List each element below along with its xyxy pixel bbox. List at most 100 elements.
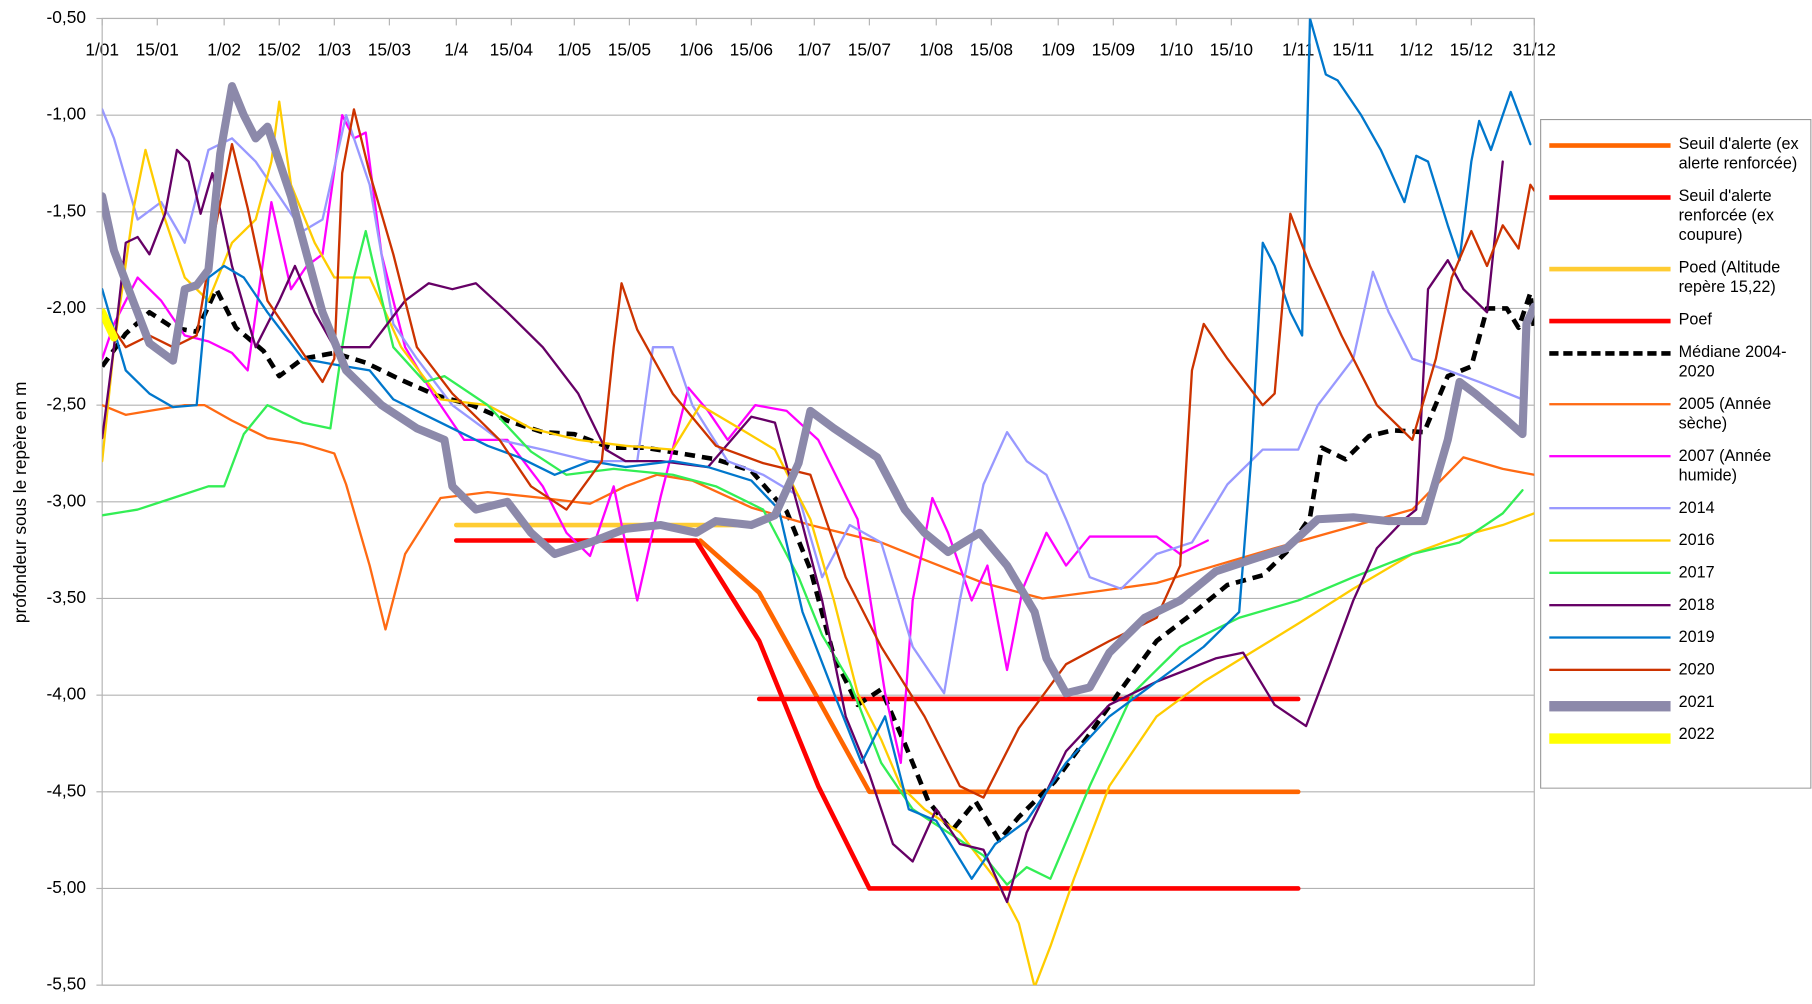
legend-label: 2005 (Année sèche) xyxy=(1678,393,1772,432)
x-tick-label: 1/06 xyxy=(679,39,713,59)
x-tick-label: 1/07 xyxy=(797,39,831,59)
series-line xyxy=(102,18,1532,880)
legend-swatch xyxy=(1549,571,1671,574)
y-axis-label: profondeur sous le repère en m xyxy=(10,382,30,624)
x-tick-label: 15/06 xyxy=(730,39,773,59)
series-line xyxy=(102,286,1535,843)
y-tick-label: -5,50 xyxy=(47,974,86,994)
legend-swatch xyxy=(1549,455,1671,458)
legend-entry: 2005 (Année sèche) xyxy=(1549,394,1810,433)
legend-label: Poef xyxy=(1678,309,1712,328)
legend-entry: Seuil d'alerte renforcée (ex coupure) xyxy=(1549,186,1810,245)
series-line xyxy=(102,308,119,342)
legend-swatch xyxy=(1549,403,1671,406)
y-tick-label: -1,50 xyxy=(47,200,86,220)
legend-label: 2021 xyxy=(1678,691,1715,711)
x-tick-label: 15/02 xyxy=(258,39,301,59)
legend-entry: Poed (Altitude repère 15,22) xyxy=(1549,258,1810,297)
legend-label: Poed (Altitude repère 15,22) xyxy=(1678,257,1781,296)
x-tick-label: 1/4 xyxy=(444,39,468,59)
x-tick-label: 1/02 xyxy=(207,39,241,59)
series-line xyxy=(102,229,1524,886)
y-tick-label: -0,50 xyxy=(47,7,86,27)
legend-label: 2019 xyxy=(1678,627,1715,646)
x-tick-label: 1/03 xyxy=(317,39,351,59)
legend-entry: 2017 xyxy=(1549,562,1810,582)
legend-swatch xyxy=(1549,143,1671,148)
series-line xyxy=(102,108,1535,799)
grid: -0,50 -1,00 -1,50 -2,00 -2,50 -3,00 -3,50 -4,00… xyxy=(47,7,1556,994)
plot-frame xyxy=(101,17,1535,986)
x-tick-label: 15/05 xyxy=(608,39,651,59)
y-tick-label: -5,00 xyxy=(47,877,86,897)
y-tick-label: -2,50 xyxy=(47,394,86,414)
legend-swatch xyxy=(1549,266,1671,272)
legend-entry: Seuil d'alerte (ex alerte renforcée) xyxy=(1549,134,1810,173)
legend-entry: 2021 xyxy=(1549,692,1810,712)
legend-label: Seuil d'alerte (ex alerte renforcée) xyxy=(1678,133,1799,173)
legend-entry: Médiane 2004-2020 xyxy=(1549,342,1810,381)
y-tick-label: -2,00 xyxy=(47,297,86,317)
y-tick-label: -4,00 xyxy=(47,684,86,704)
legend-label: Seuil d'alerte renforcée (ex coupure) xyxy=(1678,185,1774,244)
legend-entry: Poef xyxy=(1549,310,1810,330)
legend-swatch xyxy=(1549,604,1671,607)
y-tick-label: -4,50 xyxy=(47,780,86,800)
legend-box: Seuil d'alerte (ex alerte renforcée) Seui… xyxy=(1540,118,1812,789)
x-tick-label: 15/07 xyxy=(848,39,891,59)
x-tick-label: 1/08 xyxy=(919,39,953,59)
legend-label: 2007 (Année humide) xyxy=(1678,445,1772,484)
legend-label: 2022 xyxy=(1678,724,1715,743)
x-tick-label: 15/10 xyxy=(1210,39,1253,59)
legend-label: 2020 xyxy=(1678,659,1715,678)
x-tick-label: 15/08 xyxy=(970,39,1013,59)
series-line xyxy=(102,113,1209,764)
legend-entry: 2016 xyxy=(1549,530,1810,550)
legend-label: 2018 xyxy=(1678,594,1715,614)
legend-label: Médiane 2004-2020 xyxy=(1678,341,1787,380)
series-line xyxy=(102,403,1535,631)
legend-swatch xyxy=(1549,701,1671,712)
series-line xyxy=(697,538,1301,795)
x-tick-label: 1/12 xyxy=(1399,39,1433,59)
legend-label: 2016 xyxy=(1678,530,1715,549)
x-tick-label: 15/04 xyxy=(490,39,534,59)
legend-entry: 2022 xyxy=(1549,724,1810,744)
series-line xyxy=(102,108,1524,695)
y-tick-label: -1,00 xyxy=(47,104,86,124)
series-line xyxy=(102,100,1535,986)
x-tick-label: 1/05 xyxy=(557,39,591,59)
legend-swatch xyxy=(1549,351,1671,356)
x-tick-label: 1/09 xyxy=(1041,39,1075,59)
x-tick-label: 1/11 xyxy=(1282,39,1314,59)
legend-label: 2014 xyxy=(1678,497,1715,517)
legend-swatch xyxy=(1549,668,1671,672)
legend-swatch xyxy=(1549,539,1671,542)
legend-swatch xyxy=(1549,318,1671,324)
legend-entry: 2019 xyxy=(1549,627,1810,647)
legend-swatch xyxy=(1549,636,1671,639)
legend-entry: 2007 (Année humide) xyxy=(1549,446,1810,485)
x-tick-label: 15/03 xyxy=(368,39,411,59)
x-tick-label: 15/11 xyxy=(1332,39,1374,59)
x-tick-label: 15/09 xyxy=(1092,39,1135,59)
legend-entry: 2020 xyxy=(1549,659,1810,679)
legend-entry: 2018 xyxy=(1549,595,1810,615)
y-tick-label: -3,00 xyxy=(47,490,86,510)
series-line xyxy=(453,538,1301,891)
legend-swatch xyxy=(1549,507,1671,510)
legend: Seuil d'alerte (ex alerte renforcée) Seui… xyxy=(1540,118,1812,789)
series-line xyxy=(102,148,1504,904)
x-tick-label: 1/10 xyxy=(1159,39,1193,59)
x-tick-label: 15/12 xyxy=(1450,39,1493,59)
series-line xyxy=(102,82,1535,698)
lines xyxy=(102,18,1535,986)
legend-entry: 2014 xyxy=(1549,498,1810,518)
y-tick-label: -3,50 xyxy=(47,587,86,607)
legend-swatch xyxy=(1549,195,1671,200)
x-tick-label: 15/01 xyxy=(136,39,179,59)
legend-label: 2017 xyxy=(1678,562,1715,581)
